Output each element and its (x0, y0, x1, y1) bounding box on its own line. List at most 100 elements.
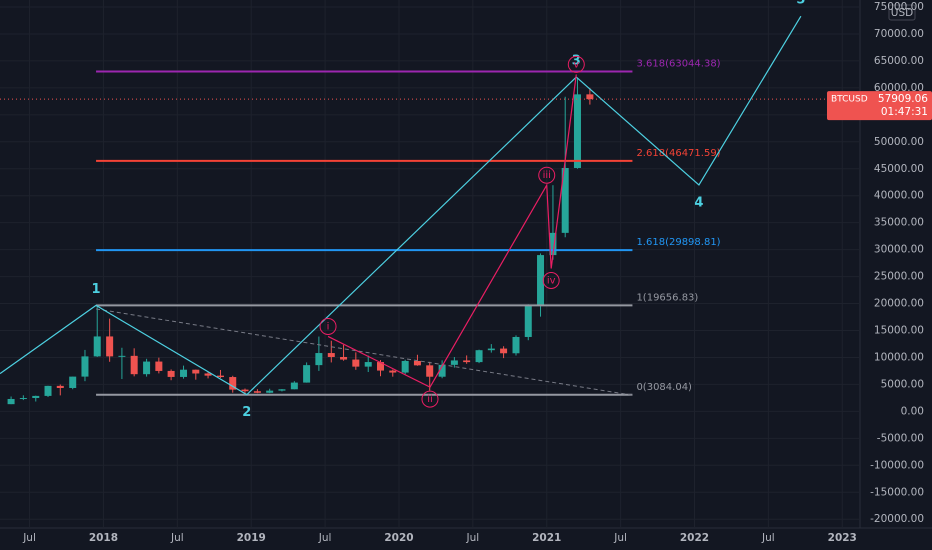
wave-label: v (573, 59, 579, 70)
y-tick-label: 65000.00 (874, 55, 924, 67)
y-tick-label: 5000.00 (881, 378, 924, 390)
candle-body (537, 255, 545, 306)
x-tick-label: 2021 (532, 532, 561, 544)
fib-label: 0(3084.04) (636, 382, 692, 393)
candle-body (216, 375, 224, 378)
candle-body (130, 355, 138, 375)
candle-body (376, 362, 384, 371)
candle-body (327, 353, 335, 357)
candle-body (340, 356, 348, 360)
candle-body (438, 364, 446, 377)
x-tick-label: 2020 (384, 532, 413, 544)
y-tick-label: 45000.00 (874, 163, 924, 175)
x-tick-label: 2019 (237, 532, 266, 544)
symbol: BTCUSD (831, 95, 868, 105)
currency-badge (888, 4, 916, 21)
candle-body (32, 395, 40, 399)
wave-label: 5 (796, 0, 805, 8)
candle-body (573, 94, 581, 169)
y-tick-label: 10000.00 (874, 351, 924, 363)
x-tick-label: 2018 (89, 532, 118, 544)
candle-body (413, 360, 421, 366)
candle-body (204, 373, 212, 376)
candle-body (241, 389, 249, 392)
y-tick-label: 0.00 (901, 405, 924, 417)
x-tick-label: Jul (613, 532, 627, 544)
y-tick-label: 75000.00 (874, 1, 924, 13)
fib-label: 2.618(46471.59) (636, 148, 720, 159)
waves (0, 15, 802, 396)
candle-body (180, 369, 188, 377)
candle-body (192, 369, 200, 374)
y-tick-label: 30000.00 (874, 244, 924, 256)
wave-label: 3 (572, 54, 581, 69)
candle-body (463, 360, 471, 363)
fib-label: 1(19656.83) (636, 292, 698, 303)
candle-body (7, 398, 15, 405)
candle-body (266, 390, 274, 393)
candle-body (524, 305, 532, 337)
wave-label: 2 (242, 405, 251, 420)
candle-body (93, 336, 101, 357)
x-tick-label: Jul (318, 532, 332, 544)
candle-body (549, 232, 557, 256)
currency: USD (891, 7, 913, 19)
candle-body (475, 350, 483, 363)
candle-body (143, 361, 151, 375)
candle-body (106, 336, 114, 357)
x-tick-label: 2023 (828, 532, 857, 544)
y-tick-label: -5000.00 (877, 432, 924, 444)
last-price: 57909.06 (878, 93, 928, 105)
candle-body (487, 348, 495, 351)
fib-label: 3.618(63044.38) (636, 58, 720, 69)
y-tick-label: 40000.00 (874, 190, 924, 202)
candle-body (352, 359, 360, 367)
candle-body (56, 385, 64, 388)
y-tick-label: 50000.00 (874, 136, 924, 148)
candle-body (118, 355, 126, 357)
candle-body (81, 356, 89, 377)
price-tag (827, 91, 932, 121)
candle-body (500, 348, 508, 354)
y-tick-label: 25000.00 (874, 271, 924, 283)
candle-body (364, 362, 372, 367)
candle-body (155, 361, 163, 371)
x-tick-label: Jul (22, 532, 36, 544)
overlay: 3.618(63044.38) 2.618(46471.59) 1.618(2989… (0, 0, 860, 420)
fib-label: 1.618(29898.81) (636, 237, 720, 248)
candle-body (389, 370, 397, 373)
wave-circle (421, 390, 439, 408)
plot (7, 78, 594, 405)
y-tick-label: -10000.00 (870, 459, 924, 471)
candle-body (253, 391, 261, 393)
wave-label: 4 (694, 195, 703, 210)
candle-body (303, 365, 311, 383)
candle-body (426, 365, 434, 377)
wave-label: iv (547, 276, 556, 287)
candle-body (315, 353, 323, 366)
candle-body (401, 360, 409, 373)
y-tick-label: 15000.00 (874, 325, 924, 337)
x-tick-label: 2022 (680, 532, 709, 544)
y-tick-label: -20000.00 (870, 513, 924, 525)
x-tick-label: Jul (170, 532, 184, 544)
wave-circle (542, 272, 560, 290)
wave-circle (538, 166, 556, 184)
wave-circle (319, 317, 337, 335)
subwaves (327, 74, 577, 388)
x-tick-label: Jul (466, 532, 480, 544)
candle-body (512, 336, 520, 354)
candle-body (586, 94, 594, 100)
candle-body (561, 168, 569, 233)
candle-body (44, 385, 52, 396)
y-tick-label: 20000.00 (874, 298, 924, 310)
wave-label: 1 (92, 282, 101, 297)
candle-body (229, 377, 237, 390)
wave-circle (567, 55, 585, 73)
countdown: 01:47:31 (881, 106, 928, 118)
wave-label: i (327, 321, 330, 332)
candle-body (69, 376, 77, 388)
wave-label: iii (543, 170, 551, 181)
